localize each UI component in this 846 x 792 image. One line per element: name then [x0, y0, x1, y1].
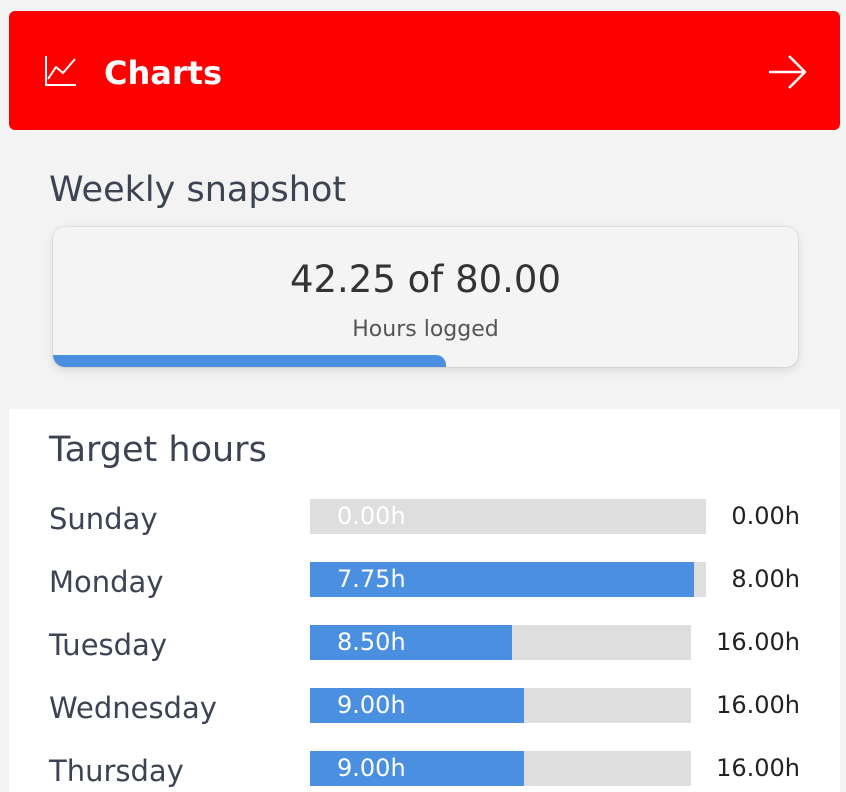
- logged-hours-label: 9.00h: [337, 691, 406, 719]
- day-label: Sunday: [49, 502, 158, 536]
- day-row-wednesday: Wednesday 9.00h 16.00h: [0, 688, 846, 725]
- hours-logged-progress-bar: [53, 355, 447, 367]
- day-progress-fill: [310, 625, 513, 660]
- day-row-thursday: Thursday 9.00h 16.00h: [0, 751, 846, 788]
- target-hours-value: 8.00h: [731, 565, 800, 593]
- day-label: Monday: [49, 565, 164, 599]
- line-chart-icon: [45, 56, 76, 86]
- logged-hours-label: 0.00h: [337, 502, 406, 530]
- target-hours-title: Target hours: [49, 430, 267, 470]
- weekly-snapshot-title: Weekly snapshot: [49, 170, 347, 210]
- target-hours-value: 16.00h: [716, 691, 800, 719]
- target-hours-value: 16.00h: [716, 754, 800, 782]
- day-progress-fill: [310, 562, 694, 597]
- weekly-snapshot-card: 42.25 of 80.00 Hours logged: [53, 227, 798, 367]
- target-hours-value: 16.00h: [716, 628, 800, 656]
- day-progress-fill: [310, 751, 525, 786]
- day-label: Thursday: [49, 754, 184, 788]
- day-progress-track: 0.00h: [310, 499, 706, 534]
- day-label: Wednesday: [49, 691, 217, 725]
- logged-hours-label: 8.50h: [337, 628, 406, 656]
- day-row-monday: Monday 7.75h 8.00h: [0, 562, 846, 599]
- day-progress-track: 7.75h: [310, 562, 706, 597]
- logged-hours-label: 9.00h: [337, 754, 406, 782]
- day-progress-track: 8.50h: [310, 625, 691, 660]
- day-row-sunday: Sunday 0.00h 0.00h: [0, 499, 846, 536]
- charts-header-button[interactable]: Charts: [9, 11, 840, 130]
- header-title: Charts: [104, 54, 222, 92]
- hours-logged-caption: Hours logged: [352, 317, 499, 342]
- day-label: Tuesday: [49, 628, 167, 662]
- hours-logged-value: 42.25 of 80.00: [289, 258, 562, 301]
- day-progress-fill: [310, 688, 525, 723]
- arrow-right-icon[interactable]: [767, 53, 809, 91]
- logged-hours-label: 7.75h: [337, 565, 406, 593]
- day-progress-track: 9.00h: [310, 688, 691, 723]
- day-row-tuesday: Tuesday 8.50h 16.00h: [0, 625, 846, 662]
- target-hours-panel: [9, 409, 840, 792]
- day-progress-track: 9.00h: [310, 751, 691, 786]
- target-hours-value: 0.00h: [731, 502, 800, 530]
